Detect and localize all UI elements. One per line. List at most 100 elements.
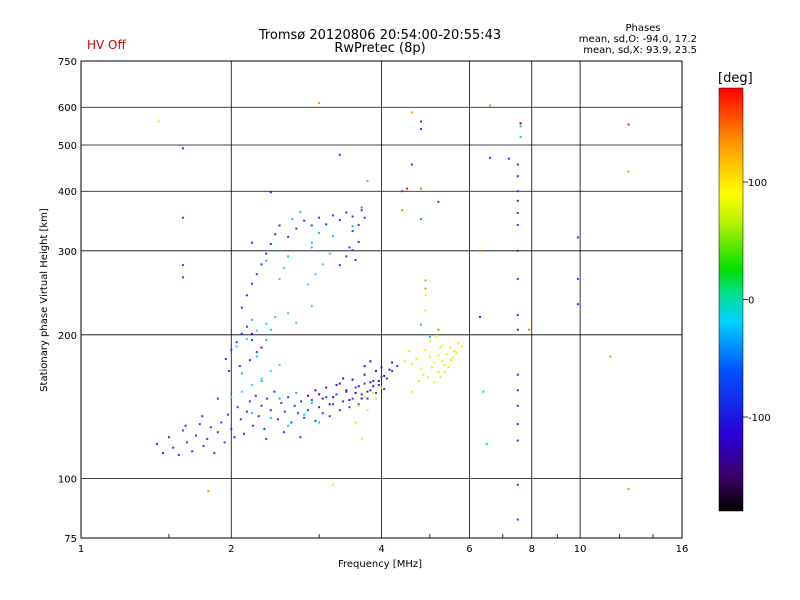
data-point — [269, 191, 272, 194]
data-point — [391, 361, 394, 364]
data-point — [457, 342, 460, 345]
data-point — [242, 432, 245, 435]
data-point — [372, 385, 375, 388]
data-point — [516, 439, 519, 442]
data-point — [443, 363, 446, 366]
data-point — [206, 437, 209, 440]
data-point — [338, 153, 341, 156]
data-point — [451, 356, 454, 359]
data-point — [338, 264, 341, 267]
data-point — [516, 223, 519, 226]
data-point — [307, 409, 309, 412]
data-point — [220, 421, 223, 424]
data-point — [380, 376, 383, 379]
phases-title: Phases — [625, 23, 660, 34]
data-point — [357, 404, 360, 407]
data-point — [230, 427, 233, 430]
data-point — [177, 453, 180, 456]
data-point — [426, 376, 429, 379]
data-point — [299, 436, 302, 439]
data-point — [250, 241, 253, 244]
data-point — [441, 344, 444, 347]
data-point — [627, 170, 630, 173]
data-point — [318, 393, 321, 396]
data-point — [516, 277, 519, 280]
data-point — [325, 396, 328, 399]
data-point — [295, 392, 298, 394]
data-point — [576, 277, 579, 280]
data-point — [321, 397, 324, 400]
data-point — [345, 211, 348, 214]
data-point — [363, 396, 366, 399]
data-point — [363, 365, 366, 368]
data-point — [519, 135, 522, 138]
data-point — [401, 190, 404, 193]
data-point — [388, 368, 391, 371]
data-point — [236, 406, 239, 409]
data-point — [260, 263, 263, 266]
data-point — [245, 410, 248, 413]
x-tick-label: 1 — [78, 544, 84, 555]
y-tick-label: 300 — [58, 247, 77, 258]
data-point — [357, 241, 360, 243]
data-point — [489, 104, 492, 107]
data-point — [424, 294, 427, 297]
data-point — [516, 314, 519, 317]
data-point — [519, 122, 522, 125]
data-point — [260, 346, 263, 349]
y-tick-label: 75 — [64, 534, 77, 545]
data-point — [377, 380, 380, 382]
data-point — [314, 389, 317, 392]
data-point — [274, 249, 277, 252]
data-point — [357, 403, 360, 406]
data-point — [321, 263, 324, 266]
data-point — [260, 377, 263, 380]
y-axis-label: Stationary phase Virtual Height [km] — [39, 208, 50, 392]
data-point — [437, 200, 440, 203]
data-point — [195, 434, 197, 437]
data-point — [318, 232, 321, 234]
data-point — [415, 358, 418, 360]
data-point — [380, 386, 383, 389]
data-point — [351, 225, 354, 228]
data-point — [332, 235, 335, 238]
y-tick-label: 400 — [58, 187, 77, 198]
data-point — [428, 340, 431, 343]
data-point — [216, 431, 219, 434]
data-point — [184, 424, 187, 427]
data-point — [328, 415, 331, 418]
phase-o-stats: mean, sd,O: -94.0, 17.2 — [579, 34, 697, 45]
data-point — [248, 359, 251, 362]
data-point — [198, 423, 201, 426]
data-point — [181, 276, 184, 279]
colorbar-tick-label: 100 — [748, 178, 767, 189]
x-tick-label: 6 — [466, 544, 472, 555]
data-point — [410, 163, 413, 166]
data-point — [420, 323, 422, 326]
data-point — [443, 371, 446, 374]
data-point — [162, 452, 164, 455]
data-point — [351, 215, 354, 218]
data-point — [300, 400, 303, 403]
data-point — [375, 397, 377, 400]
data-point — [202, 444, 205, 447]
data-point — [278, 363, 281, 366]
data-point — [345, 389, 348, 392]
data-point — [283, 410, 286, 413]
plot-frame — [80, 60, 683, 539]
data-point — [417, 380, 420, 382]
data-point — [230, 396, 233, 399]
colorbar-tick-label: -100 — [748, 413, 771, 424]
data-point — [351, 230, 354, 233]
data-point — [269, 416, 272, 419]
data-point — [609, 355, 612, 358]
data-point — [391, 369, 394, 372]
data-point — [276, 418, 279, 421]
data-point — [172, 446, 175, 449]
data-point — [380, 366, 383, 369]
data-point — [410, 390, 413, 393]
data-point — [516, 483, 519, 486]
data-point — [627, 123, 630, 126]
data-point — [240, 332, 243, 335]
data-point — [338, 409, 341, 412]
